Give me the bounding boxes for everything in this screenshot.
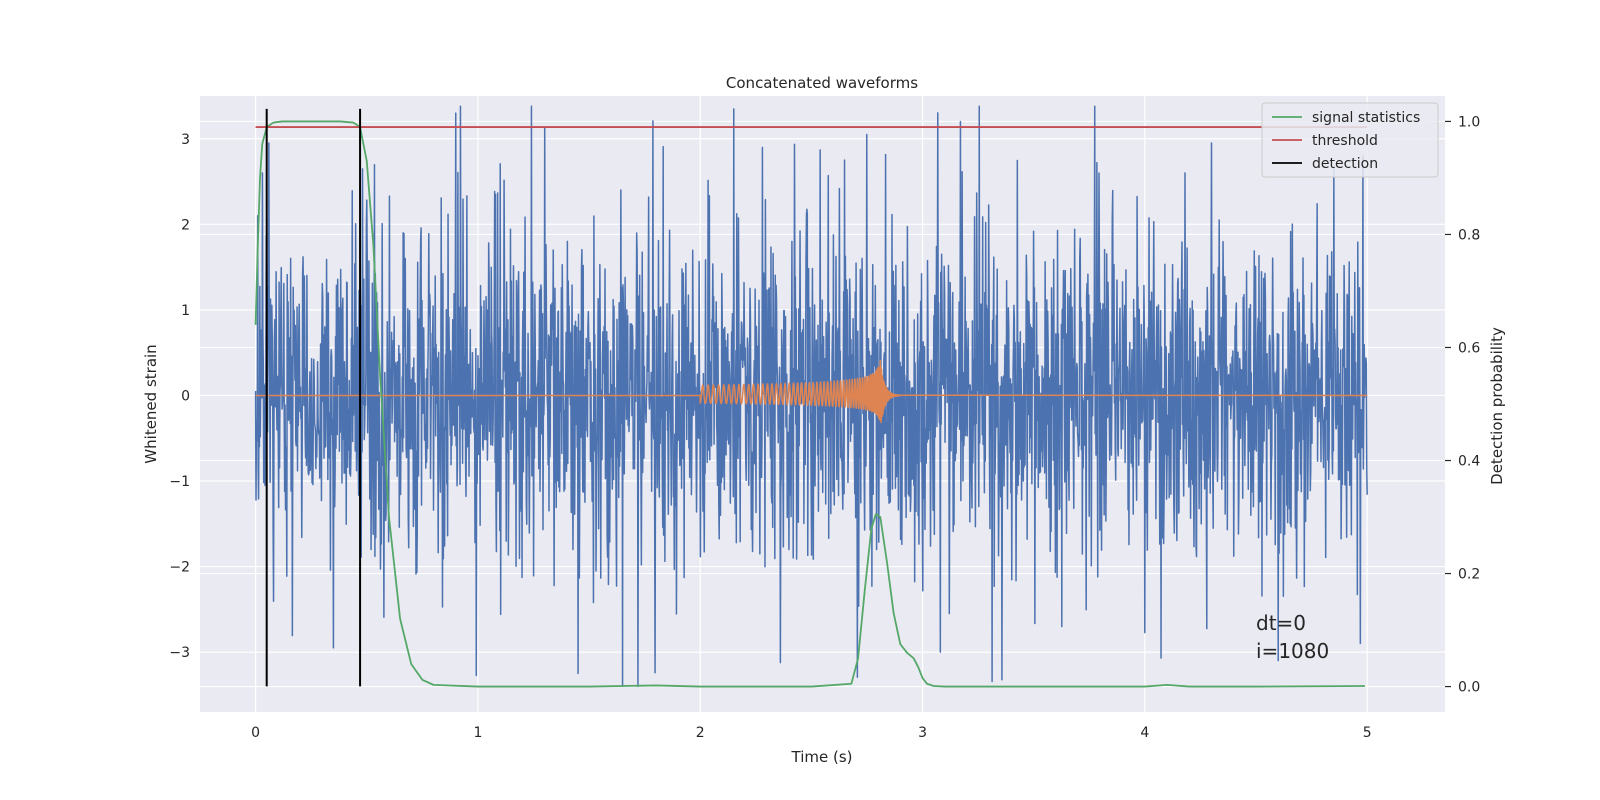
x-axis-label: Time (s): [791, 748, 853, 766]
signal-statistics-line: [254, 120, 1365, 688]
legend-box: [1261, 102, 1439, 178]
chart-title: Concatenated waveforms: [726, 74, 918, 92]
y2-axis-ticks: 0.0 0.2 0.4 0.6 0.8 1.0: [1445, 114, 1480, 696]
x-tick-label-5: 5: [1363, 725, 1372, 741]
detection-series: [265, 108, 362, 687]
y-tick-label-3: 0: [181, 388, 190, 404]
legend-label-threshold: threshold: [1312, 133, 1378, 149]
y2-tick-label-5: 1.0: [1458, 114, 1480, 130]
y2-tick-label-2: 0.4: [1458, 454, 1480, 470]
signal-statistics-series: [254, 120, 1365, 688]
y-tick-label-4: 1: [181, 303, 190, 319]
strain-series: [254, 105, 1368, 688]
injection-series: [255, 359, 1368, 424]
y2-axis-label: Detection probability: [1488, 327, 1506, 485]
y-tick-label-6: 3: [181, 132, 190, 148]
legend-label-detection: detection: [1312, 156, 1378, 172]
y-tick-label-0: −3: [169, 645, 190, 661]
x-tick-label-4: 4: [1140, 725, 1149, 741]
y-tick-label-1: −2: [169, 560, 190, 576]
y2-tick-label-0: 0.0: [1458, 680, 1480, 696]
injection-line: [255, 359, 1368, 424]
x-tick-label-1: 1: [473, 725, 482, 741]
strain-line: [254, 105, 1368, 688]
y-axis-ticks: −3 −2 −1 0 1 2 3: [169, 132, 190, 661]
y-axis-label: Whitened strain: [142, 344, 160, 463]
y2-tick-label-3: 0.6: [1458, 340, 1480, 356]
legend-label-signal-statistics: signal statistics: [1312, 110, 1420, 126]
annotation-i: i=1080: [1256, 639, 1329, 663]
y2-tick-label-4: 0.8: [1458, 227, 1480, 243]
annotation-dt: dt=0: [1256, 611, 1306, 635]
legend: signal statistics threshold detection: [1261, 102, 1439, 178]
x-tick-label-3: 3: [918, 725, 927, 741]
y-tick-label-2: −1: [169, 474, 190, 490]
x-tick-label-2: 2: [696, 725, 705, 741]
x-axis-ticks: 0 1 2 3 4 5: [251, 725, 1372, 741]
x-tick-label-0: 0: [251, 725, 260, 741]
y-tick-label-5: 2: [181, 217, 190, 233]
y2-tick-label-1: 0.2: [1458, 567, 1480, 583]
